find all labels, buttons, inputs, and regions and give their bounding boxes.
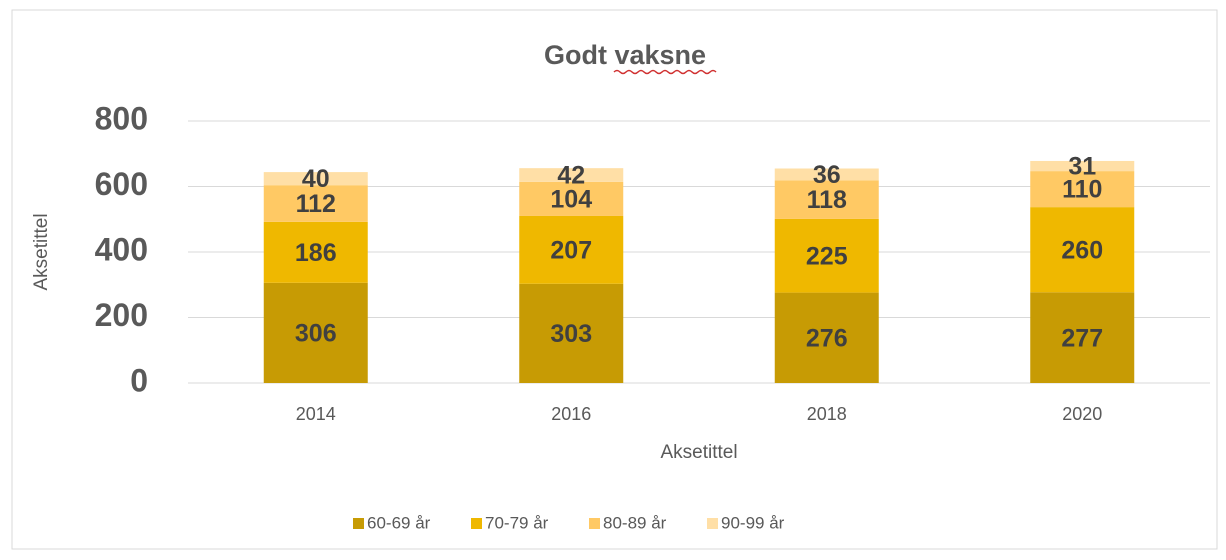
legend-label: 60-69 år xyxy=(367,513,431,532)
y-tick-label: 0 xyxy=(130,362,148,398)
data-label: 225 xyxy=(806,242,848,270)
y-tick-label: 200 xyxy=(95,297,148,333)
legend-label: 90-99 år xyxy=(721,513,785,532)
y-axis-title: Aksetittel xyxy=(31,213,52,290)
legend-label: 70-79 år xyxy=(485,513,549,532)
bar-segment xyxy=(774,168,879,181)
data-label: 104 xyxy=(550,186,592,214)
bar-segment xyxy=(1030,160,1135,172)
legend-label: 80-89 år xyxy=(603,513,667,532)
bar-segment xyxy=(519,215,624,284)
bar-segment xyxy=(1030,171,1135,208)
data-label: 118 xyxy=(807,186,847,214)
bar-segment xyxy=(263,221,368,283)
bar-segment xyxy=(774,218,879,293)
chart-title: Godt vaksne xyxy=(544,40,706,70)
bar-segment xyxy=(774,180,879,219)
data-label: 276 xyxy=(806,324,848,352)
legend-swatch xyxy=(707,518,718,529)
data-label: 110 xyxy=(1062,176,1102,204)
x-tick-label: 2020 xyxy=(1062,404,1102,424)
y-tick-label: 800 xyxy=(95,100,148,136)
data-label: 112 xyxy=(296,190,336,218)
bar-segment xyxy=(1030,207,1135,293)
data-label: 306 xyxy=(295,320,337,348)
spellcheck-underline xyxy=(613,69,717,75)
legend-swatch xyxy=(471,518,482,529)
x-tick-label: 2014 xyxy=(296,404,336,424)
legend-swatch xyxy=(589,518,600,529)
y-tick-label: 400 xyxy=(95,231,148,267)
data-label: 40 xyxy=(302,165,330,193)
x-tick-label: 2018 xyxy=(807,404,847,424)
x-tick-label: 2016 xyxy=(551,404,591,424)
bar-segment xyxy=(1030,292,1135,383)
data-label: 277 xyxy=(1061,324,1103,352)
bar-segment xyxy=(263,282,368,383)
bar-segment xyxy=(263,185,368,222)
bar-segment xyxy=(263,172,368,186)
data-label: 42 xyxy=(557,162,585,190)
bar-segment xyxy=(519,168,624,182)
y-tick-label: 600 xyxy=(95,166,148,202)
data-label: 207 xyxy=(550,236,592,264)
legend-swatch xyxy=(353,518,364,529)
data-label: 303 xyxy=(550,320,592,348)
data-label: 186 xyxy=(295,239,337,267)
data-label: 36 xyxy=(813,161,841,189)
data-label: 260 xyxy=(1061,236,1103,264)
data-label: 31 xyxy=(1068,153,1096,181)
bar-segment xyxy=(519,181,624,216)
bar-segment xyxy=(519,283,624,383)
bar-segment xyxy=(774,292,879,383)
x-axis-title: Aksetittel xyxy=(660,442,737,463)
